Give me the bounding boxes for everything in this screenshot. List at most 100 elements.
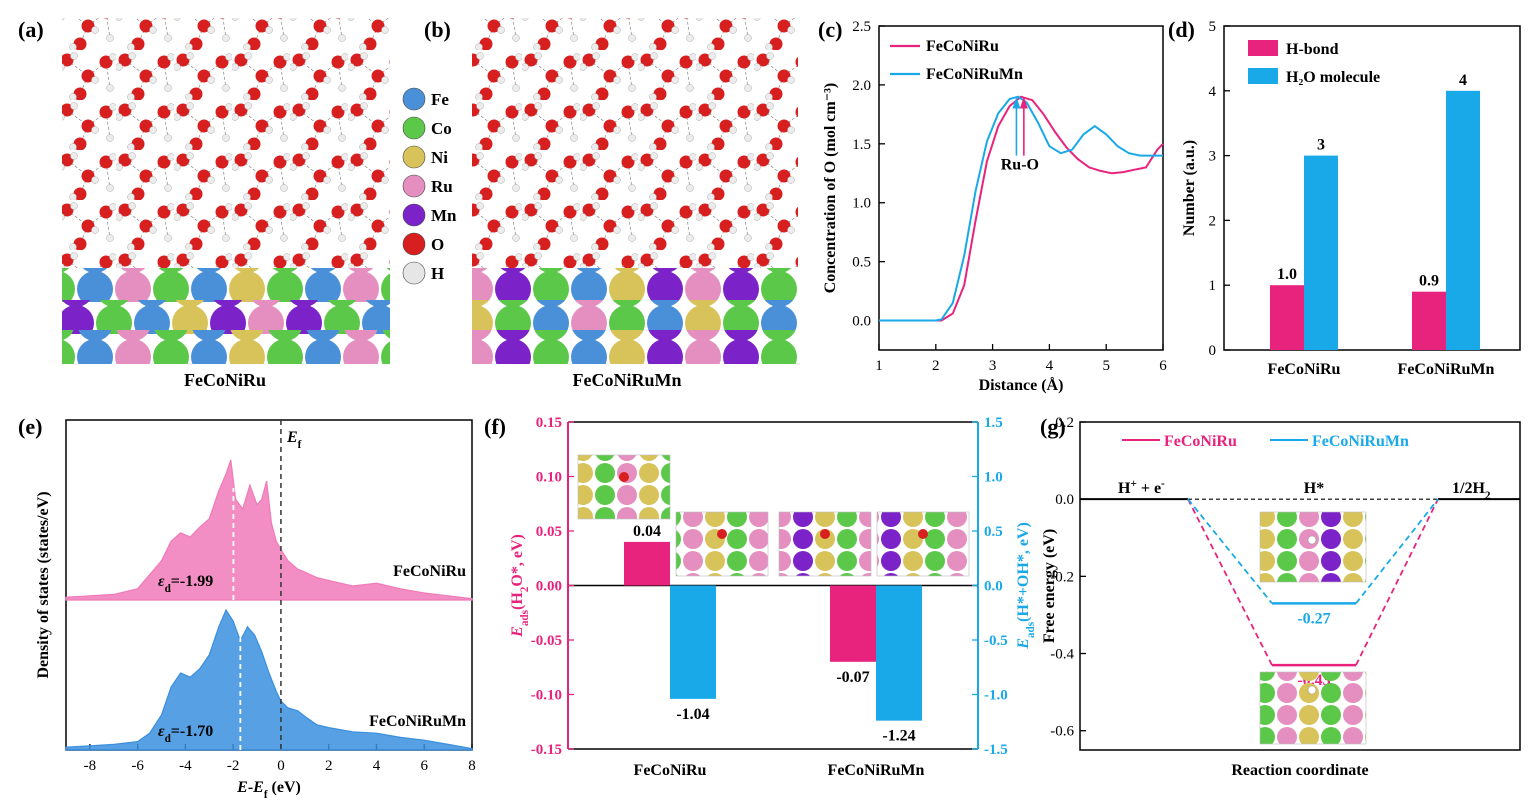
d-band-center-label: εd=-1.70 bbox=[158, 723, 213, 745]
legend-atom-ru bbox=[402, 174, 426, 198]
water-layer-b bbox=[472, 18, 798, 268]
legend-atom-ni bbox=[402, 145, 426, 169]
legend-label-co: Co bbox=[431, 119, 452, 138]
series-line-feconirumn bbox=[879, 95, 1163, 322]
bar-value-label: -1.04 bbox=[676, 706, 709, 723]
state-label-intermediate: H* bbox=[1304, 480, 1324, 497]
adsorbate-oxygen bbox=[717, 529, 727, 539]
dos-area-feconiru bbox=[65, 459, 473, 601]
bar-value-label: 4 bbox=[1459, 72, 1467, 89]
y-tick-label: 0.2 bbox=[1055, 415, 1074, 431]
legend-label: H₂O molecule bbox=[1286, 69, 1380, 86]
alloy-slab-b bbox=[472, 268, 798, 364]
bar-1-1 bbox=[1446, 90, 1480, 351]
dos-area-feconirumn bbox=[65, 608, 473, 751]
legend-swatch bbox=[1248, 68, 1278, 84]
y-tick-label-left: -0.05 bbox=[531, 633, 562, 649]
legend-label-feconiru: FeCoNiRu bbox=[1164, 433, 1237, 450]
legend-label-o: O bbox=[431, 235, 444, 254]
plot-frame bbox=[1079, 421, 1521, 751]
panel-label-b: (b) bbox=[424, 17, 451, 42]
panel-label-c: (c) bbox=[818, 17, 842, 42]
x-axis-label: Distance (Å) bbox=[979, 376, 1064, 394]
x-tick-label: 6 bbox=[420, 758, 428, 774]
bar-value-label: -1.24 bbox=[882, 728, 915, 745]
bar-value-label: 1.0 bbox=[1277, 266, 1297, 283]
series-line-feconiru bbox=[879, 95, 1164, 322]
x-tick-label: 2 bbox=[932, 358, 940, 374]
x-tick-label: -2 bbox=[227, 758, 240, 774]
y-tick-label-left: -0.10 bbox=[531, 688, 562, 704]
path-up-feconirumn bbox=[1355, 498, 1439, 604]
y-tick-label-right: -1.5 bbox=[984, 742, 1008, 758]
h-adsorption-structure bbox=[1259, 671, 1367, 745]
legend-label-feconirumn: FeCoNiRuMn bbox=[926, 66, 1023, 83]
alloy-slab-a bbox=[62, 268, 390, 364]
bar-0-1 bbox=[1412, 291, 1446, 350]
legend-swatch bbox=[1248, 40, 1278, 56]
bar-1-0 bbox=[670, 585, 716, 699]
panel-label-a: (a) bbox=[18, 17, 44, 42]
panel-label-e: (e) bbox=[18, 414, 42, 439]
legend-atom-mn bbox=[402, 203, 426, 227]
bar-value-label: -0.07 bbox=[836, 669, 869, 686]
bar-value-label: 0.9 bbox=[1419, 273, 1439, 290]
path-down-feconirumn bbox=[1187, 498, 1273, 604]
ru-o-annotation: Ru-O bbox=[1001, 157, 1039, 174]
y-axis-label: Free energy (eV) bbox=[1041, 529, 1058, 643]
adsorbed-h-atom bbox=[1307, 535, 1317, 545]
ru-o-arrowhead-cyan bbox=[1012, 96, 1021, 109]
legend-atom-o bbox=[402, 232, 426, 256]
panel-label-f: (f) bbox=[484, 414, 506, 439]
fermi-label: Ef bbox=[286, 429, 302, 451]
y-axis-label-left: Eads(H2O*, eV) bbox=[509, 534, 531, 638]
x-tick-label: -4 bbox=[179, 758, 192, 774]
adsorption-structure-image bbox=[675, 511, 769, 577]
adsorbed-h-atom bbox=[1307, 685, 1317, 695]
panel-label-d: (d) bbox=[1168, 17, 1195, 42]
legend-atom-fe bbox=[402, 87, 426, 111]
panel-b-title: FeCoNiRuMn bbox=[573, 370, 682, 390]
legend-atom-h bbox=[402, 261, 426, 285]
h-adsorption-structure-mn bbox=[1259, 511, 1367, 583]
y-tick-label: 1.5 bbox=[852, 137, 871, 153]
bar-1-1 bbox=[876, 585, 922, 721]
y-tick-label: 4 bbox=[1209, 84, 1217, 100]
state-label-final: 1/2H2 bbox=[1452, 480, 1491, 502]
x-tick-label: 2 bbox=[325, 758, 333, 774]
y-tick-label: 3 bbox=[1209, 149, 1217, 165]
adsorption-structure-image bbox=[778, 511, 872, 577]
y-tick-label-left: 0.05 bbox=[536, 524, 562, 540]
x-tick-label: 8 bbox=[468, 758, 476, 774]
adsorbate-oxygen bbox=[820, 529, 830, 539]
y-tick-label-left: -0.15 bbox=[531, 742, 562, 758]
d-band-center-label: εd=-1.99 bbox=[158, 573, 213, 595]
water-layer-a bbox=[62, 18, 390, 268]
plot-frame bbox=[878, 25, 1164, 351]
x-tick-label: 1 bbox=[875, 358, 883, 374]
adsorption-structure-image bbox=[577, 454, 671, 520]
path-up-feconiru bbox=[1355, 498, 1439, 666]
path-down-feconiru bbox=[1187, 498, 1273, 666]
y-tick-label: -0.2 bbox=[1050, 569, 1074, 585]
y-axis-label: Density of states (states/eV) bbox=[35, 491, 52, 678]
legend-label-ru: Ru bbox=[431, 177, 453, 196]
x-axis-label: Reaction coordinate bbox=[1231, 762, 1368, 779]
series-label: FeCoNiRuMn bbox=[369, 713, 466, 730]
panel-a-title: FeCoNiRu bbox=[184, 370, 266, 390]
y-tick-label-left: 0.15 bbox=[536, 415, 562, 431]
x-tick-label: 0 bbox=[277, 758, 285, 774]
y-tick-label: -0.4 bbox=[1050, 647, 1074, 663]
x-tick-label: 4 bbox=[373, 758, 381, 774]
adsorbate-oxygen bbox=[918, 529, 928, 539]
bar-1-0 bbox=[1304, 155, 1338, 350]
y-tick-label-right: -0.5 bbox=[984, 633, 1008, 649]
element-legend: Fe Co Ni Ru Mn OH bbox=[402, 87, 457, 285]
legend-atom-co bbox=[402, 116, 426, 140]
bar-0-0 bbox=[1270, 285, 1304, 350]
category-label: FeCoNiRuMn bbox=[828, 762, 925, 779]
adsorption-structure-image bbox=[876, 511, 970, 577]
y-tick-label: -0.6 bbox=[1050, 724, 1074, 740]
y-tick-label-right: -1.0 bbox=[984, 688, 1008, 704]
